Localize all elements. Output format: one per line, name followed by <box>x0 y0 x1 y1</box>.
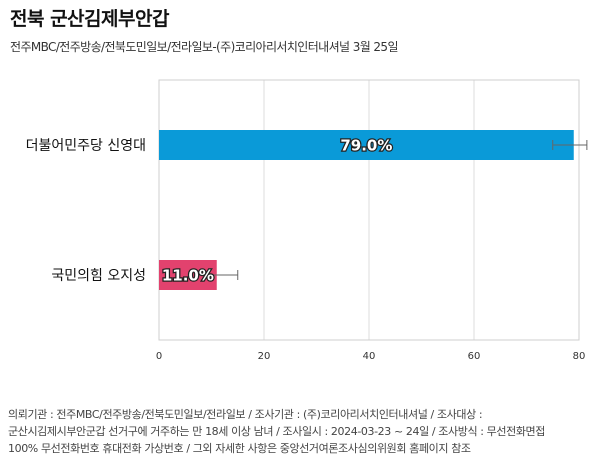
bar <box>159 130 574 160</box>
category-label: 더불어민주당 신영대 <box>26 138 146 154</box>
x-tick-label: 40 <box>363 351 376 362</box>
x-tick-label: 80 <box>573 351 586 362</box>
x-tick-label: 20 <box>258 351 271 362</box>
plot-frame <box>158 79 580 341</box>
footer-line-2: 군산시김제시부안군갑 선거구에 거주하는 만 18세 이상 남녀 / 조사일시 … <box>8 425 545 438</box>
x-tick-label: 60 <box>468 351 481 362</box>
chart-title: 전북 군산김제부안갑 <box>10 8 169 30</box>
survey-footer: 의뢰기관 : 전주MBC/전주방송/전북도민일보/전라일보 / 조사기관 : (… <box>8 406 596 457</box>
data-label: 79.0% <box>340 137 392 155</box>
bar-chart: 0 20 40 60 80 79.0% 더불어민주당 신영대 11.0% 국민의힘 오지성 <box>26 79 588 362</box>
x-tick-label: 0 <box>156 351 162 362</box>
footer-line-1: 의뢰기관 : 전주MBC/전주방송/전북도민일보/전라일보 / 조사기관 : (… <box>8 408 483 421</box>
chart-subtitle: 전주MBC/전주방송/전북도민일보/전라일보-(주)코리아리서치인터내셔널 3월… <box>10 40 399 54</box>
category-label: 국민의힘 오지성 <box>51 268 146 284</box>
data-label: 11.0% <box>162 267 214 285</box>
footer-line-3: 100% 무선전화번호 휴대전화 가상번호 / 그외 자세한 사항은 중앙선거여… <box>8 442 471 455</box>
